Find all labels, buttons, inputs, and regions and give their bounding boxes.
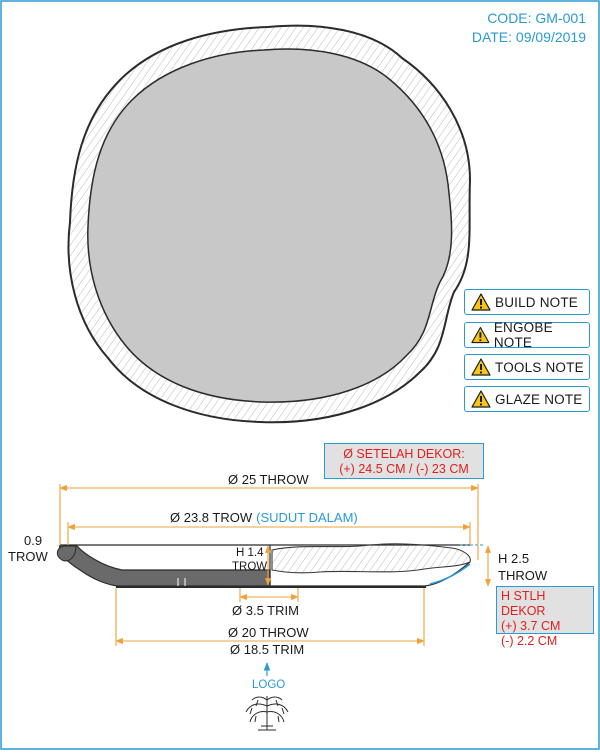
plate-section-view [56,543,485,588]
dim-total-height-unit: THROW [498,568,548,583]
logo-tree-icon [245,696,289,731]
warning-icon [471,390,491,408]
tools-note-label: TOOLS NOTE [495,359,584,375]
plate-top-view [67,24,472,424]
height-callout-line2: (+) 3.7 CM [501,619,561,633]
dim-foot-outer-trim: Ø 18.5 TRIM [230,642,304,657]
height-callout-line1: H STLH DEKOR [501,589,546,618]
drawing-code: CODE: GM-001 [487,10,586,26]
drawing-date: DATE: 09/09/2019 [471,29,586,45]
foot-ring [116,586,426,588]
dimension-lines [59,484,492,646]
dim-bottom-height-unit: TROW [232,561,267,573]
diameter-callout-line2: (+) 24.5 CM / (-) 23 CM [339,462,469,476]
dim-foot-throw: Ø 20 THROW [228,625,309,640]
build-note-button[interactable]: BUILD NOTE [464,289,590,315]
section-rim [56,545,77,562]
diameter-callout-line1: Ø SETELAH DEKOR: [343,447,465,461]
dim-rim-thickness-unit: TROW [8,549,48,564]
dim-inner-diameter-note: (SUDUT DALAM) [256,510,358,525]
dim-inner-diameter-value: Ø 23.8 TROW [170,510,253,525]
build-note-label: BUILD NOTE [495,294,579,310]
glaze-note-label: GLAZE NOTE [495,391,583,407]
warning-icon [471,293,491,311]
dim-outer-diameter: Ø 25 THROW [228,472,309,487]
warning-icon [471,326,490,344]
dim-total-height-value: H 2.5 [498,551,529,566]
warning-icon [471,358,491,376]
diameter-after-decor-callout: Ø SETELAH DEKOR: (+) 24.5 CM / (-) 23 CM [324,443,484,479]
decor-texture [271,543,471,574]
logo-label: LOGO [252,679,285,691]
engobe-note-button[interactable]: ENGOBE NOTE [464,320,590,350]
dim-rim-thickness-value: 0.9 [24,533,42,548]
engobe-note-label: ENGOBE NOTE [493,320,553,350]
dim-foot-trim: Ø 3.5 TRIM [232,603,299,618]
plate-inner-surface [87,48,453,403]
height-after-decor-callout: H STLH DEKOR (+) 3.7 CM (-) 2.2 CM [496,586,594,648]
height-callout-line3: (-) 2.2 CM [501,634,558,648]
tools-note-button[interactable]: TOOLS NOTE [464,354,590,380]
dim-inner-diameter: Ø 23.8 TROW (SUDUT DALAM) [170,510,358,525]
glaze-note-button[interactable]: GLAZE NOTE [464,386,590,412]
dim-bottom-height-value: H 1.4 [236,547,264,559]
